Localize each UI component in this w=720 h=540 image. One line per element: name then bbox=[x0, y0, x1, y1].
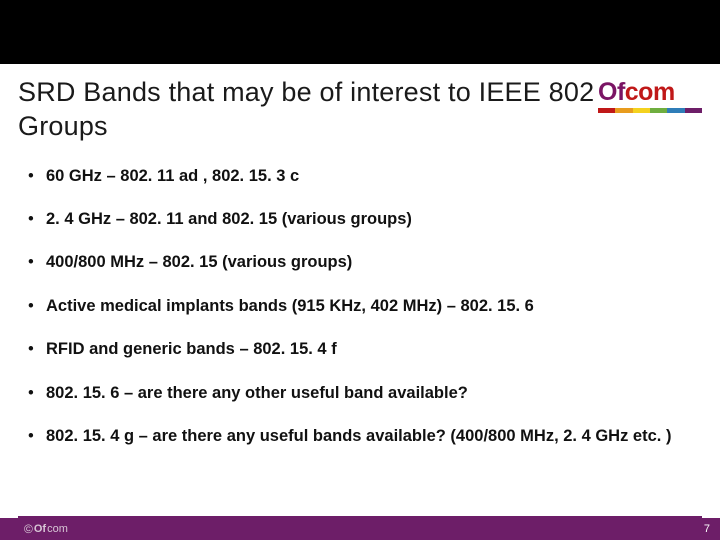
logo-text: Ofcom bbox=[598, 78, 675, 107]
bullet-dot-icon: • bbox=[28, 209, 46, 230]
list-item: •RFID and generic bands – 802. 15. 4 f bbox=[28, 339, 692, 360]
logo-bar-segment bbox=[598, 108, 615, 113]
bullet-dot-icon: • bbox=[28, 339, 46, 360]
logo-bar-segment bbox=[667, 108, 684, 113]
bullet-text: 2. 4 GHz – 802. 11 and 802. 15 (various … bbox=[46, 209, 692, 230]
list-item: •Active medical implants bands (915 KHz,… bbox=[28, 296, 692, 317]
copyright-symbol: © bbox=[24, 522, 33, 536]
logo-of: Of bbox=[598, 78, 625, 106]
logo-bar-segment bbox=[685, 108, 702, 113]
logo-com: com bbox=[625, 78, 675, 106]
logo-bar-segment bbox=[633, 108, 650, 113]
bullet-list: •60 GHz – 802. 11 ad , 802. 15. 3 c•2. 4… bbox=[0, 144, 720, 448]
footer-bar: © Ofcom 7 bbox=[0, 518, 720, 540]
header-row: SRD Bands that may be of interest to IEE… bbox=[0, 64, 720, 144]
logo-bar-segment bbox=[650, 108, 667, 113]
bullet-dot-icon: • bbox=[28, 296, 46, 317]
bullet-dot-icon: • bbox=[28, 252, 46, 273]
list-item: •2. 4 GHz – 802. 11 and 802. 15 (various… bbox=[28, 209, 692, 230]
footer-brand-com: com bbox=[47, 523, 68, 535]
bullet-dot-icon: • bbox=[28, 426, 46, 447]
slide-title: SRD Bands that may be of interest to IEE… bbox=[18, 76, 598, 144]
ofcom-logo: Ofcom bbox=[598, 78, 702, 113]
bullet-dot-icon: • bbox=[28, 383, 46, 404]
bullet-text: RFID and generic bands – 802. 15. 4 f bbox=[46, 339, 692, 360]
footer-brand-of: Of bbox=[34, 523, 46, 535]
bullet-text: 400/800 MHz – 802. 15 (various groups) bbox=[46, 252, 692, 273]
list-item: •802. 15. 4 g – are there any useful ban… bbox=[28, 426, 692, 447]
list-item: •802. 15. 6 – are there any other useful… bbox=[28, 383, 692, 404]
bullet-dot-icon: • bbox=[28, 166, 46, 187]
bullet-text: 60 GHz – 802. 11 ad , 802. 15. 3 c bbox=[46, 166, 692, 187]
list-item: •60 GHz – 802. 11 ad , 802. 15. 3 c bbox=[28, 166, 692, 187]
logo-color-bars bbox=[598, 108, 702, 113]
bullet-text: 802. 15. 6 – are there any other useful … bbox=[46, 383, 692, 404]
footer-copyright: © Ofcom bbox=[24, 522, 68, 536]
top-black-bar bbox=[0, 0, 720, 64]
bullet-text: Active medical implants bands (915 KHz, … bbox=[46, 296, 692, 317]
page-number: 7 bbox=[704, 523, 710, 535]
list-item: •400/800 MHz – 802. 15 (various groups) bbox=[28, 252, 692, 273]
logo-bar-segment bbox=[615, 108, 632, 113]
bullet-text: 802. 15. 4 g – are there any useful band… bbox=[46, 426, 692, 447]
